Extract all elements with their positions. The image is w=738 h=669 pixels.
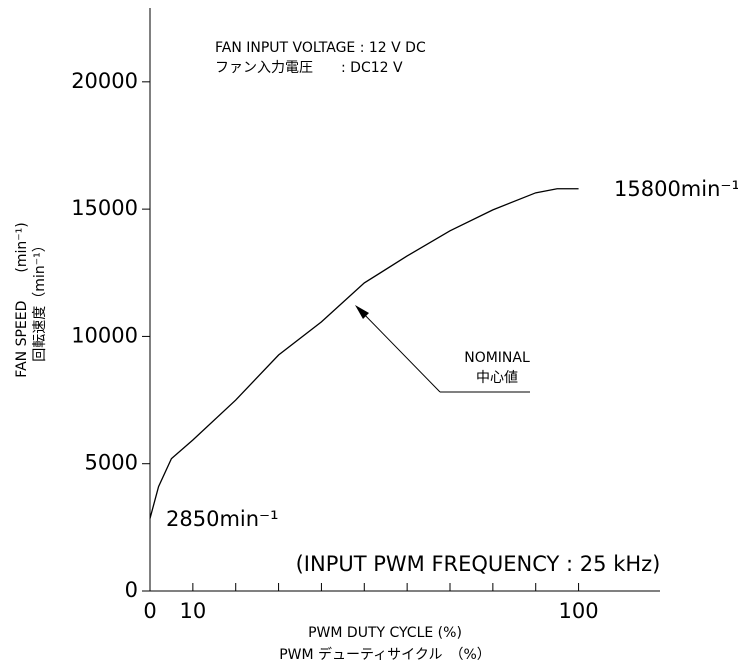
leader-line [357, 307, 441, 393]
annotation: NOMINAL [464, 350, 530, 366]
y-axis-label: FAN SPEED (min⁻¹) [14, 222, 30, 377]
x-axis-label: PWM デューティサイクル （%） [279, 646, 491, 663]
data-line [149, 188, 579, 519]
annotation: 15800min⁻¹ [614, 177, 738, 201]
y-tick-label: 20000 [71, 69, 138, 93]
x-axis-label: PWM DUTY CYCLE (%) [308, 625, 462, 641]
annotation: FAN INPUT VOLTAGE : 12 V DC [215, 40, 426, 56]
annotation: (INPUT PWM FREQUENCY : 25 kHz) [296, 552, 661, 576]
arrow-head [355, 305, 369, 319]
annotation: ファン入力電圧 : DC12 V [215, 60, 403, 76]
annotation: 2850min⁻¹ [166, 507, 279, 531]
x-tick-label: 10 [179, 599, 206, 623]
x-tick-label: 0 [143, 599, 156, 623]
x-tick-label: 100 [559, 599, 599, 623]
y-tick-label: 10000 [71, 323, 138, 347]
y-axis-label: 回転速度（min⁻¹） [32, 238, 48, 361]
y-tick-label: 5000 [85, 451, 138, 475]
y-tick-label: 15000 [71, 196, 138, 220]
y-tick-label: 0 [125, 578, 138, 602]
annotation: 中心値 [476, 370, 518, 386]
